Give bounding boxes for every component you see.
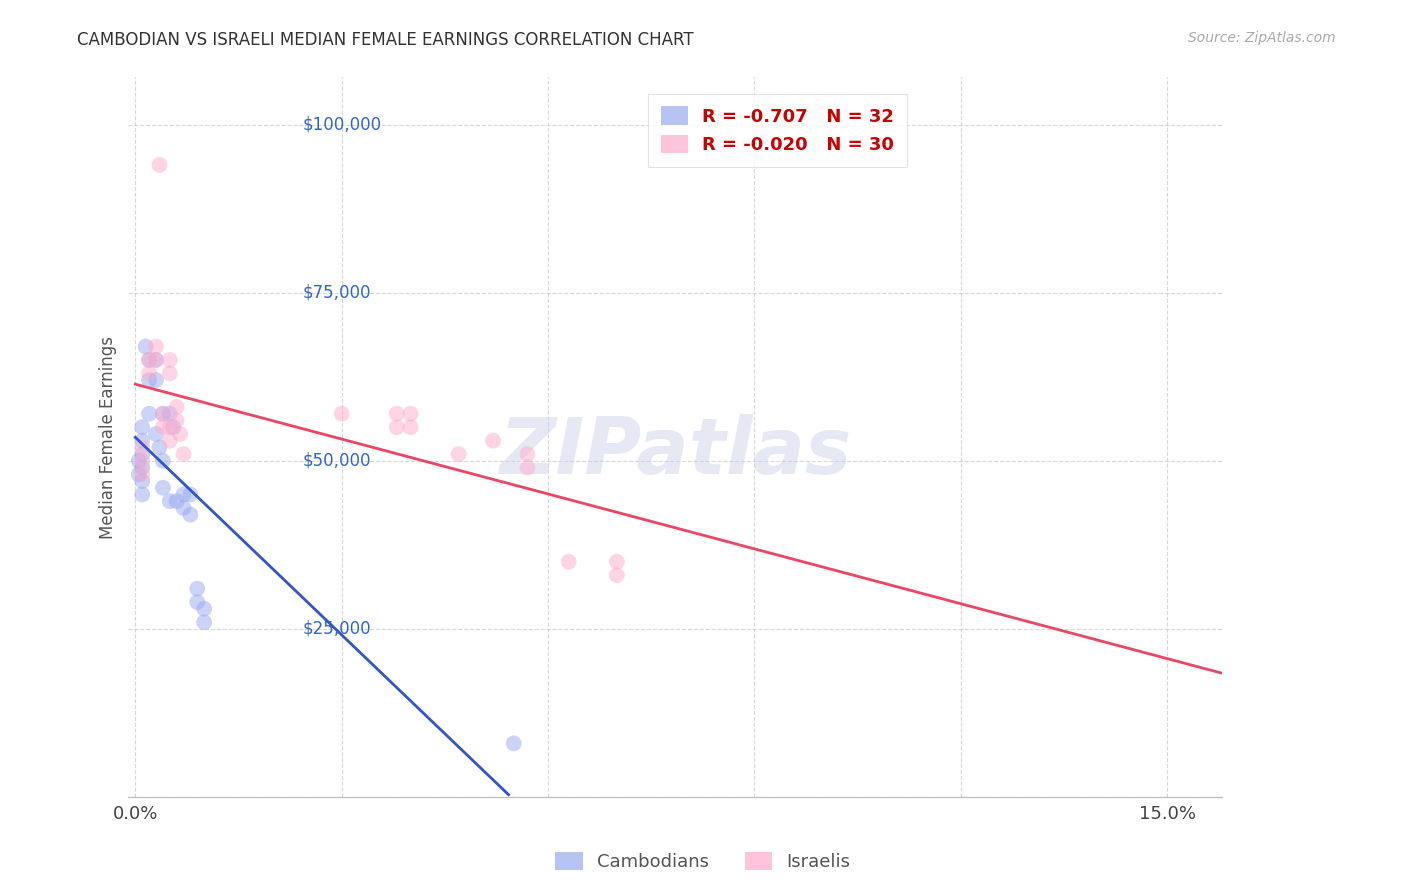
Point: [131, 447, 153, 461]
Point: [330, 407, 353, 421]
Point: [159, 407, 181, 421]
Text: $25,000: $25,000: [302, 620, 371, 638]
Point: [131, 487, 153, 501]
Point: [148, 441, 170, 455]
Point: [159, 367, 181, 381]
Point: [179, 487, 201, 501]
Point: [152, 420, 174, 434]
Point: [169, 426, 191, 441]
Point: [502, 736, 524, 750]
Point: [516, 460, 538, 475]
Point: [138, 407, 160, 421]
Point: [173, 487, 195, 501]
Point: [399, 407, 422, 421]
Text: ZIPatlas: ZIPatlas: [499, 414, 852, 490]
Point: [173, 500, 195, 515]
Point: [606, 568, 628, 582]
Point: [186, 582, 208, 596]
Point: [131, 434, 153, 448]
Point: [447, 447, 470, 461]
Legend: Cambodians, Israelis: Cambodians, Israelis: [548, 845, 858, 879]
Point: [131, 441, 153, 455]
Point: [516, 447, 538, 461]
Text: $50,000: $50,000: [302, 452, 371, 470]
Point: [159, 420, 181, 434]
Point: [152, 407, 174, 421]
Point: [131, 460, 153, 475]
Text: $75,000: $75,000: [302, 284, 371, 301]
Point: [159, 353, 181, 368]
Text: $100,000: $100,000: [302, 116, 381, 134]
Point: [128, 467, 150, 482]
Point: [179, 508, 201, 522]
Point: [138, 367, 160, 381]
Point: [145, 339, 167, 353]
Point: [385, 420, 408, 434]
Text: Source: ZipAtlas.com: Source: ZipAtlas.com: [1188, 31, 1336, 45]
Point: [166, 494, 188, 508]
Point: [135, 339, 157, 353]
Text: CAMBODIAN VS ISRAELI MEDIAN FEMALE EARNINGS CORRELATION CHART: CAMBODIAN VS ISRAELI MEDIAN FEMALE EARNI…: [77, 31, 695, 49]
Point: [145, 353, 167, 368]
Point: [558, 555, 581, 569]
Point: [173, 447, 195, 461]
Y-axis label: Median Female Earnings: Median Female Earnings: [100, 335, 117, 539]
Point: [152, 481, 174, 495]
Point: [166, 400, 188, 414]
Point: [193, 615, 215, 630]
Point: [138, 353, 160, 368]
Point: [186, 595, 208, 609]
Point: [159, 434, 181, 448]
Point: [131, 467, 153, 482]
Point: [482, 434, 505, 448]
Point: [138, 353, 160, 368]
Point: [152, 454, 174, 468]
Point: [162, 420, 184, 434]
Point: [128, 454, 150, 468]
Point: [145, 373, 167, 387]
Point: [385, 407, 408, 421]
Point: [399, 420, 422, 434]
Point: [152, 407, 174, 421]
Point: [138, 373, 160, 387]
Legend: R = -0.707   N = 32, R = -0.020   N = 30: R = -0.707 N = 32, R = -0.020 N = 30: [648, 94, 907, 167]
Point: [166, 413, 188, 427]
Point: [131, 420, 153, 434]
Point: [131, 474, 153, 488]
Point: [131, 454, 153, 468]
Point: [606, 555, 628, 569]
Point: [145, 353, 167, 368]
Point: [148, 158, 170, 172]
Point: [145, 426, 167, 441]
Point: [159, 494, 181, 508]
Point: [193, 602, 215, 616]
